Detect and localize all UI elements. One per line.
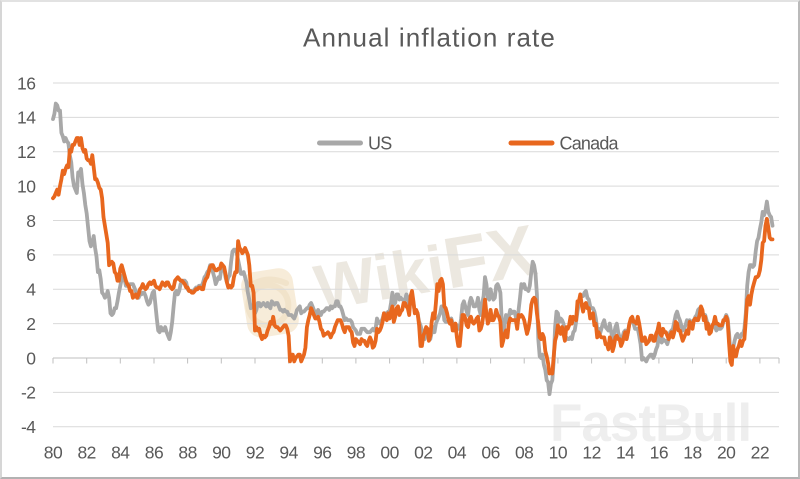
svg-text:16: 16	[17, 73, 35, 93]
svg-text:-2: -2	[21, 383, 36, 403]
svg-text:10: 10	[17, 176, 36, 196]
svg-text:84: 84	[111, 442, 130, 462]
svg-text:92: 92	[246, 442, 264, 462]
svg-text:80: 80	[44, 442, 63, 462]
svg-text:18: 18	[683, 442, 701, 462]
svg-text:08: 08	[515, 442, 533, 462]
svg-text:Canada: Canada	[560, 133, 620, 153]
svg-text:0: 0	[26, 348, 36, 368]
svg-text:22: 22	[751, 442, 769, 462]
svg-text:Annual inflation rate: Annual inflation rate	[303, 23, 556, 53]
svg-text:US: US	[368, 133, 392, 153]
svg-text:12: 12	[582, 442, 600, 462]
svg-text:4: 4	[26, 280, 36, 300]
svg-text:98: 98	[347, 442, 365, 462]
svg-text:8: 8	[26, 211, 35, 231]
svg-text:88: 88	[178, 442, 196, 462]
svg-text:20: 20	[717, 442, 736, 462]
svg-text:6: 6	[26, 245, 35, 265]
svg-text:00: 00	[380, 442, 399, 462]
svg-text:10: 10	[549, 442, 568, 462]
svg-text:12: 12	[17, 142, 35, 162]
svg-text:2: 2	[26, 314, 35, 334]
svg-text:90: 90	[212, 442, 231, 462]
svg-text:82: 82	[77, 442, 95, 462]
svg-text:86: 86	[145, 442, 163, 462]
svg-text:14: 14	[616, 442, 635, 462]
svg-text:02: 02	[414, 442, 432, 462]
svg-text:FastBull: FastBull	[550, 394, 751, 453]
svg-text:14: 14	[17, 108, 36, 128]
svg-text:06: 06	[481, 442, 499, 462]
svg-text:94: 94	[279, 442, 298, 462]
svg-text:-4: -4	[21, 417, 36, 437]
svg-text:16: 16	[650, 442, 668, 462]
svg-text:96: 96	[313, 442, 331, 462]
svg-text:04: 04	[448, 442, 467, 462]
